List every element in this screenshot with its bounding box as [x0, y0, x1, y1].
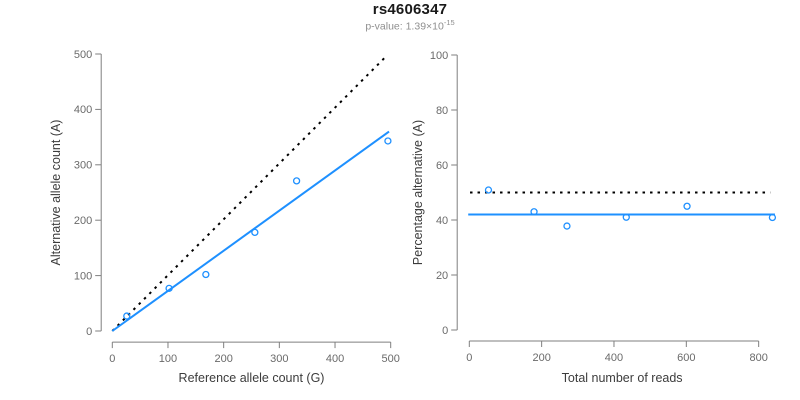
- x-tick-label: 400: [605, 352, 623, 364]
- data-point: [384, 137, 392, 145]
- data-point: [251, 228, 259, 237]
- x-tick-label: 200: [214, 353, 232, 365]
- identity-line: [111, 56, 387, 332]
- y-tick-label: 60: [436, 160, 448, 172]
- x-tick-label: 0: [466, 352, 472, 364]
- x-tick-label: 0: [109, 353, 115, 365]
- y-tick-label: 0: [442, 325, 448, 337]
- y-axis-label: Percentage alternative (A): [411, 120, 425, 265]
- y-tick-label: 100: [74, 270, 92, 282]
- y-tick-label: 500: [74, 49, 92, 61]
- x-tick-label: 500: [382, 353, 400, 365]
- x-tick-label: 100: [159, 353, 177, 365]
- x-tick-label: 800: [749, 352, 767, 364]
- data-point: [165, 284, 173, 292]
- plot-subtitle: p-value: 1.39×10-15: [0, 18, 800, 33]
- y-tick-label: 80: [436, 105, 448, 117]
- x-tick-label: 300: [270, 353, 288, 365]
- y-tick-label: 300: [74, 160, 92, 172]
- percentage-alternative-scatter: 0 20 40 60 80 100 0 200 400 600 800 Total number of…: [411, 50, 777, 385]
- y-tick-label: 200: [74, 215, 92, 227]
- y-tick-label: 40: [436, 215, 448, 227]
- y-tick-label: 400: [74, 104, 92, 116]
- data-point: [563, 222, 571, 230]
- y-tick-label: 100: [430, 50, 448, 62]
- y-axis-label: Alternative allele count (A): [49, 120, 63, 266]
- x-tick-label: 600: [677, 352, 695, 364]
- data-point: [123, 312, 131, 320]
- y-tick-label: 0: [86, 326, 92, 338]
- data-point: [292, 177, 301, 185]
- y-tick-label: 20: [436, 270, 448, 282]
- data-point: [683, 202, 691, 210]
- data-point: [484, 186, 493, 194]
- data-point: [768, 213, 777, 222]
- plot-title: rs4606347: [372, 1, 448, 18]
- allele-counts-scatter: 0 100 200 300 400 500 0 100 200 300 400 500 Referenc…: [49, 49, 400, 385]
- data-point: [622, 213, 630, 221]
- pvalue-exponent: -15: [443, 18, 455, 27]
- regression-line: [111, 130, 390, 332]
- pvalue-label: p-value:: [365, 20, 406, 33]
- data-point: [530, 208, 538, 216]
- data-point: [202, 270, 210, 279]
- x-axis-label: Total number of reads: [562, 371, 683, 385]
- pvalue-value: 1.39×10: [405, 20, 444, 33]
- x-axis-label: Reference allele count (G): [179, 371, 325, 385]
- x-tick-label: 200: [532, 352, 550, 364]
- x-tick-label: 400: [326, 353, 344, 365]
